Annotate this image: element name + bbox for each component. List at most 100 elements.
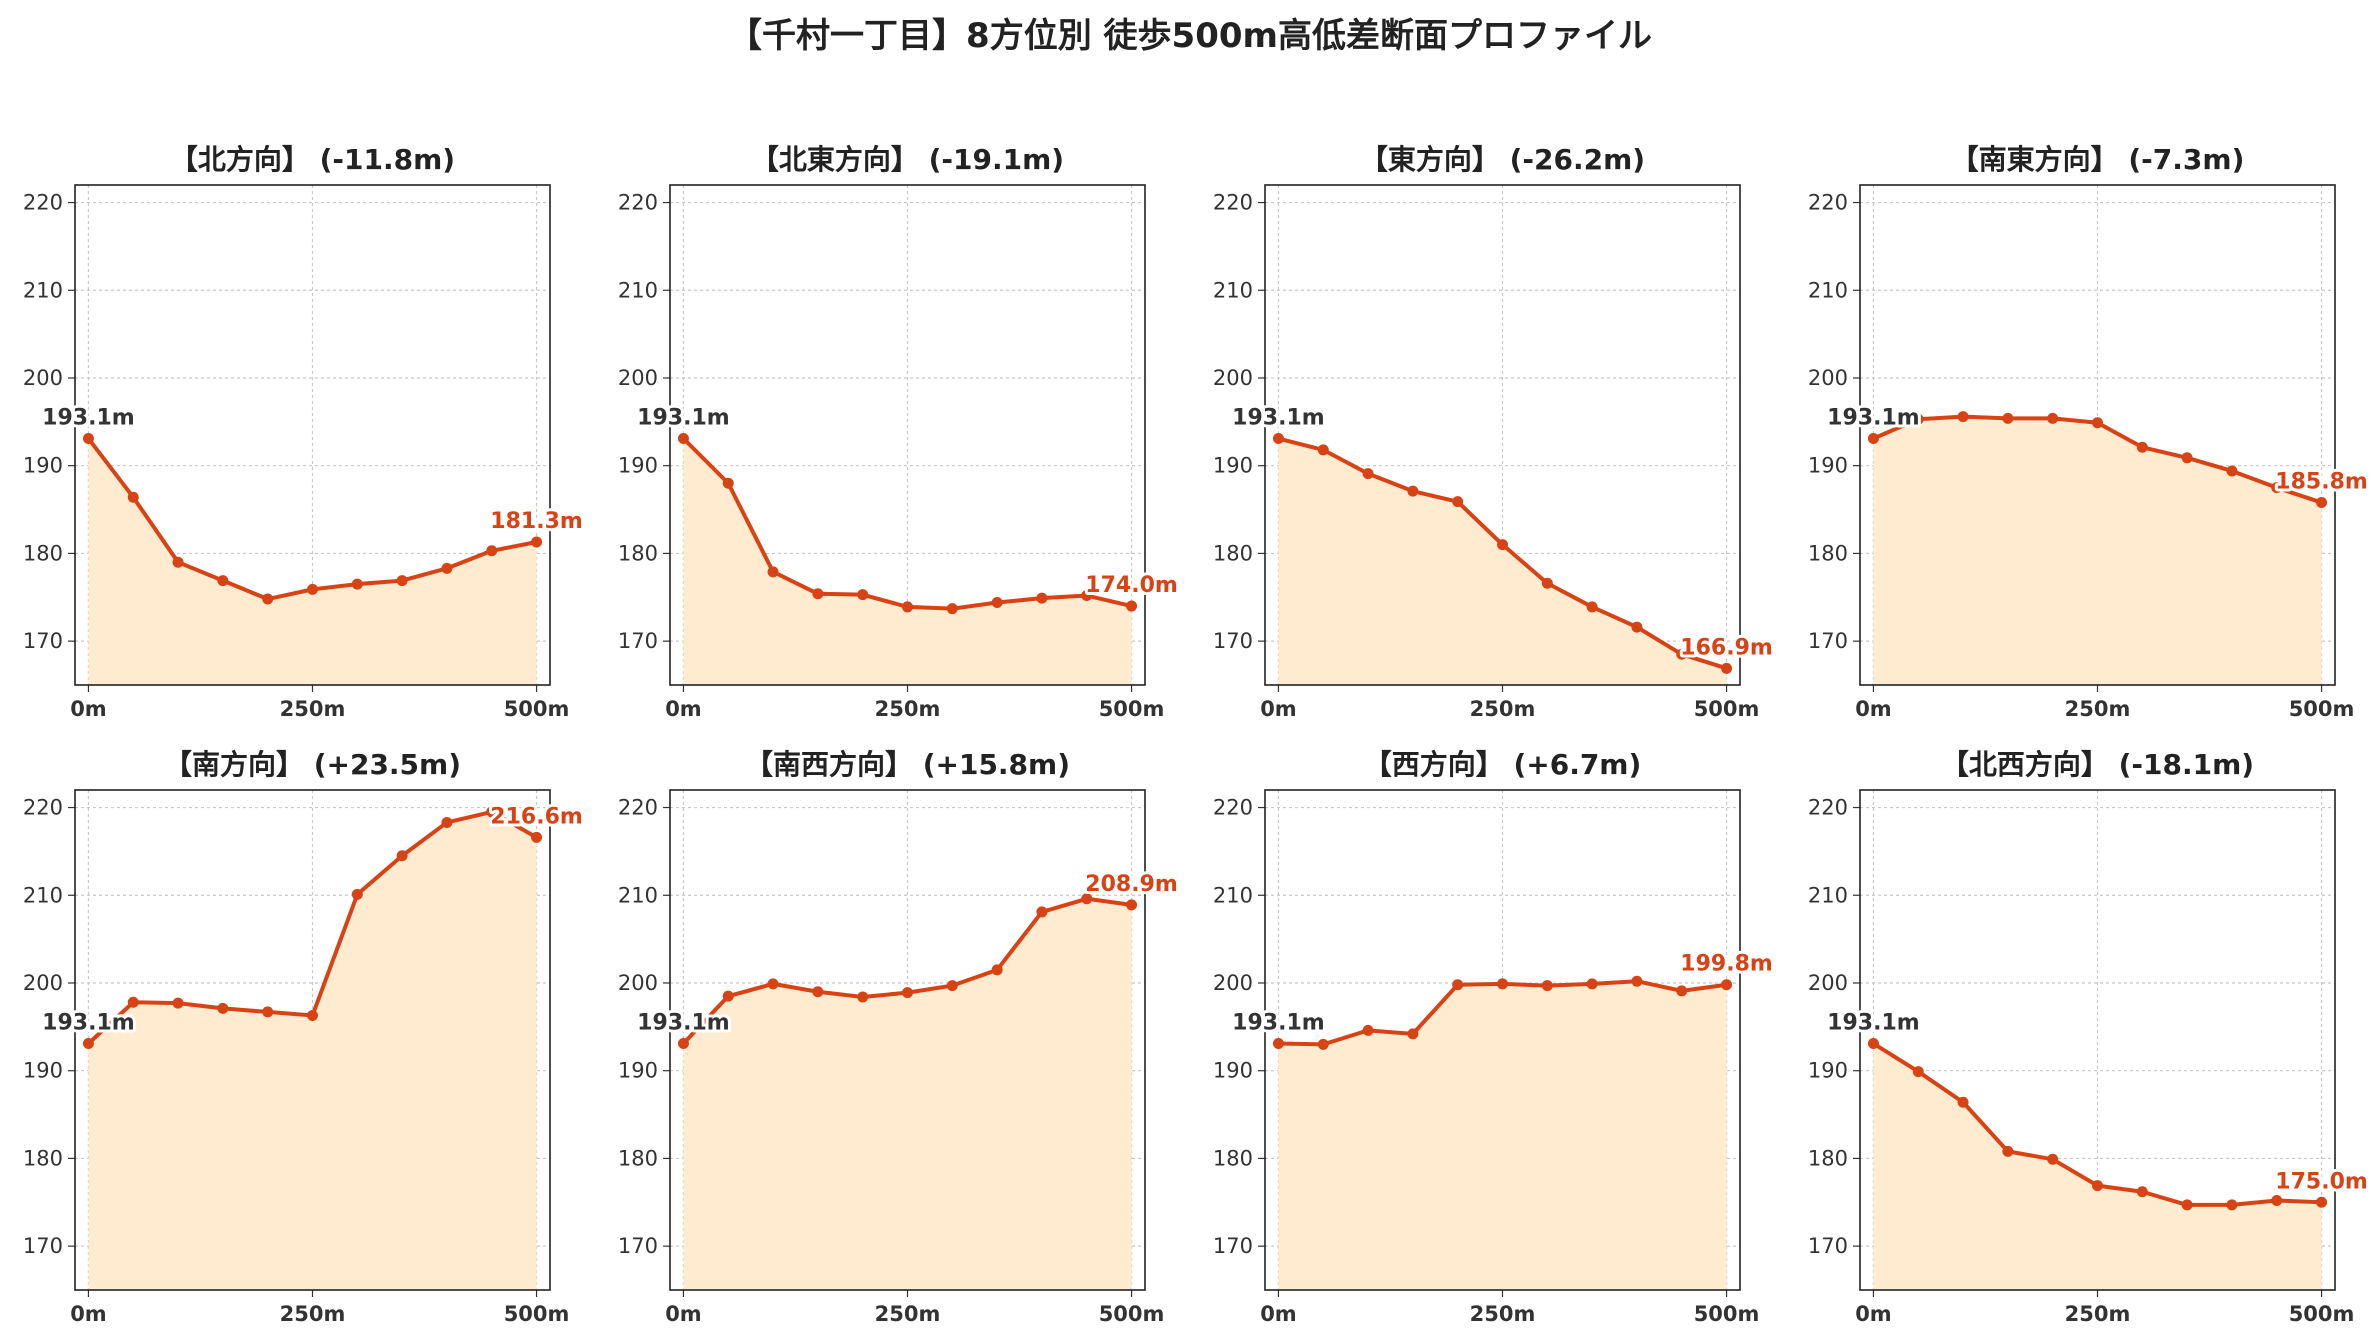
x-tick-label: 500m (504, 1302, 570, 1326)
data-point (2271, 482, 2283, 494)
data-point (1541, 980, 1553, 992)
data-point (812, 588, 824, 600)
elevation-area (88, 811, 537, 1290)
plot-frame (1859, 789, 2336, 1291)
elevation-area (1278, 438, 1727, 685)
data-point (1317, 444, 1329, 456)
y-tick-label: 170 (618, 1234, 658, 1258)
y-tick-label: 210 (618, 883, 658, 907)
data-point (1452, 979, 1464, 991)
elevation-area (683, 898, 1132, 1290)
plot-frame (74, 789, 551, 1291)
data-point (217, 1002, 229, 1014)
data-point (946, 603, 958, 615)
data-point (486, 545, 498, 557)
profile-panel-6: 【南西方向】 (+15.8m) 170 180 190 200 210 220 0m 250m 5… (618, 748, 1181, 1326)
end-elevation-label: 174.0m (1085, 573, 1178, 598)
data-point (1867, 433, 1879, 445)
x-tick-label: 250m (875, 697, 941, 721)
y-tick-label: 210 (23, 278, 63, 302)
data-point (2092, 1180, 2103, 1192)
end-elevation-label: 175.0m (2275, 1169, 2368, 1194)
profile-panel-3: 【東方向】 (-26.2m) 170 180 190 200 210 220 0m 250m 50… (1213, 143, 1776, 721)
y-tick-label: 200 (23, 366, 63, 390)
data-point (1081, 590, 1093, 602)
y-tick-label: 180 (23, 541, 63, 565)
x-tick-label: 250m (1470, 697, 1536, 721)
y-tick-label: 190 (618, 454, 658, 478)
plot-frame (1859, 184, 2336, 686)
data-point (1631, 975, 1643, 987)
x-tick-label: 0m (1260, 1302, 1297, 1326)
end-elevation-label: 216.6m (490, 804, 583, 829)
panel-title: 【南方向】 (+23.5m) (164, 748, 461, 781)
y-tick-label: 170 (1213, 1234, 1253, 1258)
data-point (1721, 662, 1733, 674)
profile-panel-8: 【北西方向】 (-18.1m) 170 180 190 200 210 220 0m 250m 5… (1808, 748, 2371, 1326)
x-tick-label: 0m (1855, 697, 1892, 721)
x-tick-label: 0m (665, 697, 702, 721)
data-point (902, 987, 913, 999)
data-point (946, 980, 958, 992)
y-tick-label: 220 (23, 796, 63, 820)
x-tick-label: 500m (2289, 697, 2355, 721)
data-point (1272, 1038, 1284, 1050)
data-point (1497, 539, 1508, 551)
plot-frame (1264, 184, 1741, 686)
panel-title: 【南西方向】 (+15.8m) (745, 748, 1070, 781)
profile-panel-7: 【西方向】 (+6.7m) 170 180 190 200 210 220 0m 250m 500… (1213, 748, 1776, 1326)
end-elevation-label: 199.8m (1680, 952, 1773, 977)
x-tick-label: 0m (1855, 1302, 1892, 1326)
y-tick-label: 190 (1808, 1059, 1848, 1083)
y-tick-label: 220 (1213, 191, 1253, 215)
x-tick-label: 0m (70, 1302, 107, 1326)
end-elevation-label: 166.9m (1680, 635, 1773, 660)
y-tick-label: 180 (1808, 1146, 1848, 1170)
data-point (441, 562, 453, 574)
data-point (2002, 412, 2014, 424)
data-point (307, 583, 318, 595)
data-point (441, 816, 453, 828)
y-tick-label: 190 (1808, 454, 1848, 478)
x-tick-label: 500m (1099, 1302, 1165, 1326)
x-tick-label: 250m (2065, 697, 2131, 721)
data-point (531, 831, 543, 843)
data-point (351, 578, 363, 590)
plot-frame (74, 184, 551, 686)
data-point (722, 477, 734, 489)
y-tick-label: 200 (1213, 366, 1253, 390)
data-point (2316, 497, 2328, 509)
data-point (1081, 893, 1093, 905)
y-tick-label: 180 (1213, 1146, 1253, 1170)
y-tick-label: 220 (1213, 796, 1253, 820)
data-point (1586, 978, 1598, 990)
data-point (1676, 648, 1688, 660)
data-point (2047, 1153, 2059, 1165)
profile-panel-5: 【南方向】 (+23.5m) 170 180 190 200 210 220 0m 250m 50… (23, 748, 586, 1326)
data-point (2136, 441, 2148, 453)
data-point (127, 996, 139, 1008)
data-point (1721, 979, 1733, 991)
y-tick-label: 210 (618, 278, 658, 302)
start-elevation-label: 193.1m (637, 406, 730, 431)
data-point (677, 1038, 689, 1050)
data-point (1676, 985, 1688, 997)
data-point (2047, 412, 2059, 424)
data-point (1407, 1028, 1419, 1040)
start-elevation-label: 193.1m (42, 1011, 135, 1036)
y-tick-label: 180 (618, 1146, 658, 1170)
data-point (262, 1006, 274, 1018)
data-point (127, 491, 139, 503)
data-point (767, 566, 779, 578)
y-tick-label: 190 (23, 1059, 63, 1083)
plot-frame (1264, 789, 1741, 1291)
y-tick-label: 210 (1808, 278, 1848, 302)
data-point (2226, 465, 2238, 477)
x-tick-label: 0m (70, 697, 107, 721)
x-tick-label: 0m (1260, 697, 1297, 721)
data-point (2002, 1145, 2014, 1157)
data-point (991, 964, 1003, 976)
y-tick-label: 200 (1808, 366, 1848, 390)
data-point (262, 593, 274, 605)
data-point (307, 1009, 318, 1021)
